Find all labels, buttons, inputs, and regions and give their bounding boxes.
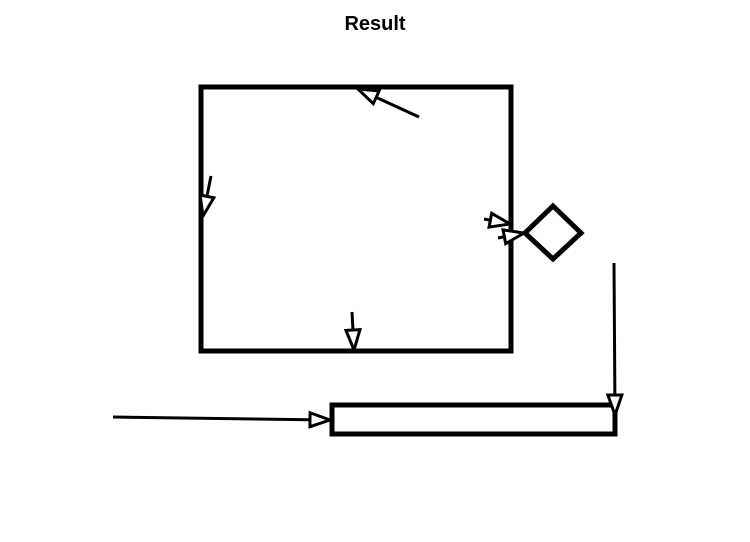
arrow-into-bar-top — [614, 262, 615, 415]
arrow-right-edge-lower — [497, 233, 524, 238]
small-diamond — [521, 202, 585, 263]
arrow-top-edge — [358, 89, 420, 119]
arrow-into-bar-left — [112, 417, 330, 420]
arrow-left-edge — [203, 175, 211, 216]
arrow-right-edge-upper — [483, 219, 510, 224]
wide-bar — [329, 402, 618, 437]
diagram-title: Result — [344, 13, 406, 35]
arrow-bottom-edge — [352, 311, 354, 350]
large-square — [198, 84, 514, 354]
